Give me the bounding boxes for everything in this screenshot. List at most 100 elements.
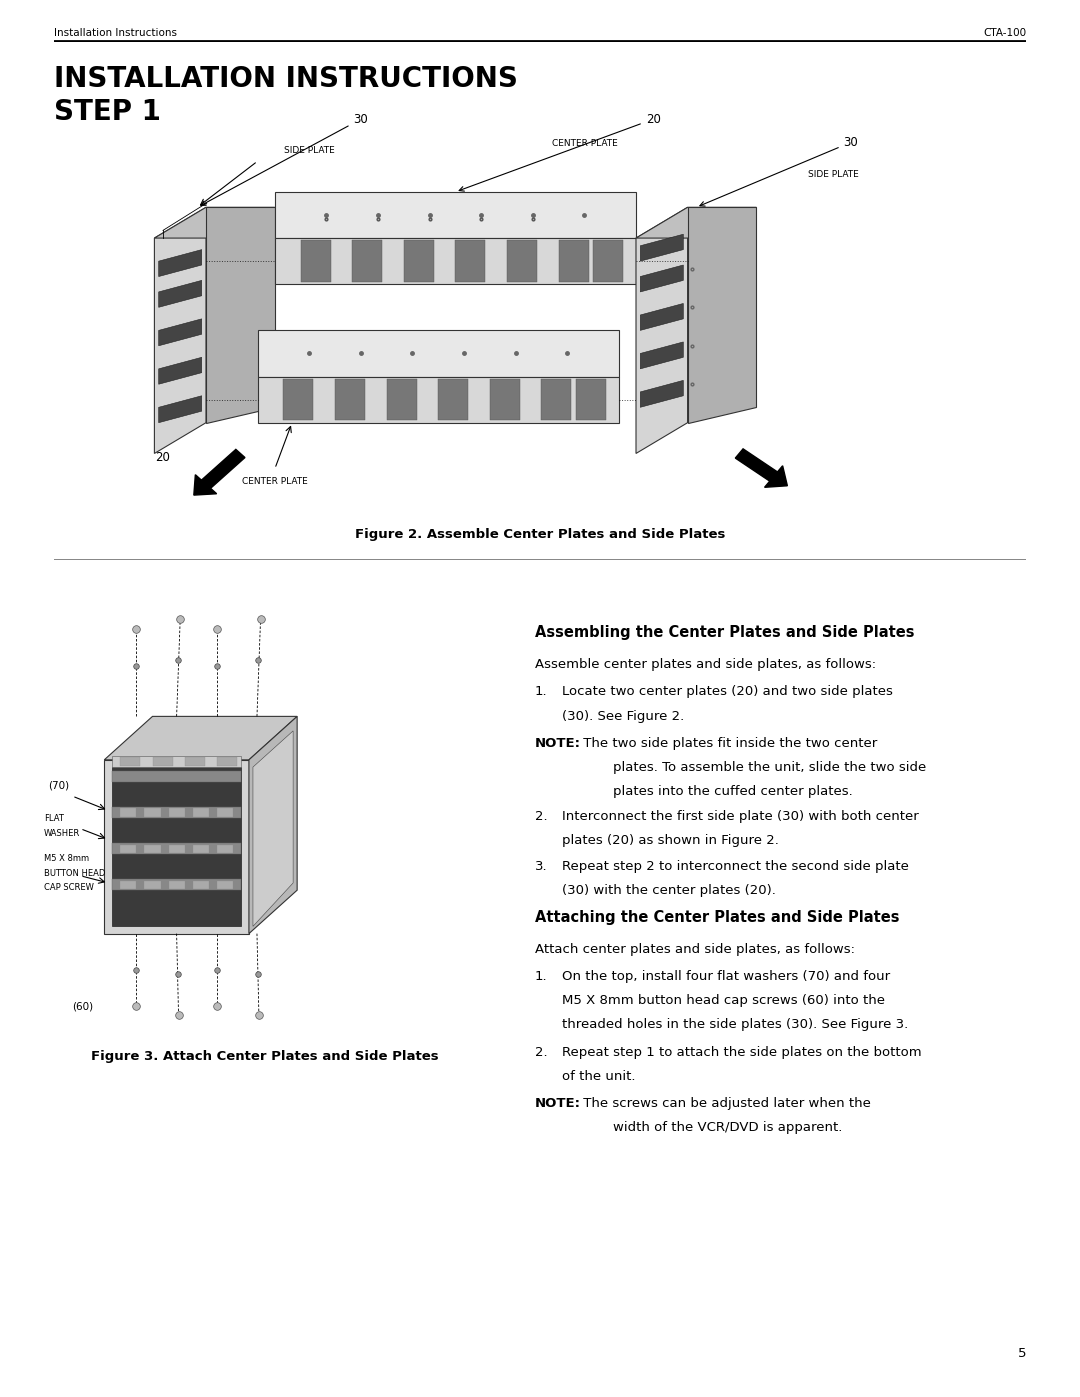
Polygon shape (640, 265, 684, 292)
Text: Assembling the Center Plates and Side Plates: Assembling the Center Plates and Side Pl… (535, 624, 915, 640)
Polygon shape (283, 379, 313, 420)
Text: 20: 20 (156, 451, 171, 464)
Text: BUTTON HEAD: BUTTON HEAD (44, 869, 106, 877)
Polygon shape (300, 240, 330, 282)
Text: width of the VCR/DVD is apparent.: width of the VCR/DVD is apparent. (613, 1120, 842, 1134)
Polygon shape (145, 809, 161, 817)
Text: (30) with the center plates (20).: (30) with the center plates (20). (562, 884, 775, 897)
Polygon shape (688, 207, 756, 423)
Polygon shape (558, 240, 589, 282)
FancyArrow shape (735, 448, 787, 488)
Polygon shape (490, 379, 519, 420)
Polygon shape (112, 844, 241, 854)
Polygon shape (438, 379, 469, 420)
Polygon shape (217, 809, 233, 817)
Polygon shape (120, 757, 140, 767)
Polygon shape (159, 395, 202, 423)
Polygon shape (253, 731, 293, 926)
Polygon shape (159, 319, 202, 346)
Text: (60): (60) (72, 1002, 93, 1011)
Text: INSTALLATION INSTRUCTIONS: INSTALLATION INSTRUCTIONS (54, 66, 518, 94)
Polygon shape (192, 845, 208, 854)
Polygon shape (159, 281, 202, 307)
Polygon shape (145, 845, 161, 854)
Text: 2.: 2. (535, 810, 548, 823)
Polygon shape (335, 379, 365, 420)
Polygon shape (636, 207, 688, 454)
Polygon shape (112, 767, 241, 926)
Polygon shape (248, 717, 297, 933)
Text: (30). See Figure 2.: (30). See Figure 2. (562, 710, 685, 724)
Text: 3.: 3. (535, 861, 548, 873)
Text: 20: 20 (459, 113, 661, 191)
Polygon shape (258, 377, 619, 423)
Polygon shape (120, 880, 136, 890)
Polygon shape (640, 380, 684, 408)
Polygon shape (152, 757, 173, 767)
Polygon shape (159, 250, 202, 277)
Text: FLAT: FLAT (44, 814, 64, 823)
Polygon shape (217, 880, 233, 890)
Polygon shape (541, 379, 571, 420)
Text: M5 X 8mm: M5 X 8mm (44, 854, 90, 863)
Polygon shape (154, 207, 274, 237)
Polygon shape (640, 342, 684, 369)
Polygon shape (105, 717, 297, 760)
Text: NOTE:: NOTE: (535, 1097, 581, 1111)
Polygon shape (112, 771, 241, 781)
Text: 30: 30 (700, 136, 859, 207)
Text: of the unit.: of the unit. (562, 1070, 635, 1083)
Text: plates into the cuffed center plates.: plates into the cuffed center plates. (613, 785, 853, 798)
Text: The screws can be adjusted later when the: The screws can be adjusted later when th… (579, 1097, 870, 1111)
Polygon shape (159, 358, 202, 384)
Text: NOTE:: NOTE: (535, 738, 581, 750)
Polygon shape (154, 207, 206, 454)
Text: Figure 2. Assemble Center Plates and Side Plates: Figure 2. Assemble Center Plates and Sid… (355, 528, 725, 541)
Text: CTA-100: CTA-100 (983, 28, 1026, 38)
Text: Assemble center plates and side plates, as follows:: Assemble center plates and side plates, … (535, 658, 876, 671)
Polygon shape (507, 240, 537, 282)
Text: SIDE PLATE: SIDE PLATE (284, 147, 335, 155)
Polygon shape (185, 757, 205, 767)
Polygon shape (217, 757, 237, 767)
Text: plates. To assemble the unit, slide the two side: plates. To assemble the unit, slide the … (613, 761, 927, 774)
Polygon shape (112, 807, 241, 817)
Text: Installation Instructions: Installation Instructions (54, 28, 177, 38)
Text: Attaching the Center Plates and Side Plates: Attaching the Center Plates and Side Pla… (535, 909, 900, 925)
Polygon shape (274, 237, 636, 284)
Polygon shape (120, 845, 136, 854)
Text: Repeat step 1 to attach the side plates on the bottom: Repeat step 1 to attach the side plates … (562, 1046, 921, 1059)
Polygon shape (192, 809, 208, 817)
Polygon shape (112, 879, 241, 890)
Polygon shape (168, 809, 185, 817)
Text: The two side plates fit inside the two center: The two side plates fit inside the two c… (579, 738, 877, 750)
Text: 2.: 2. (535, 1046, 548, 1059)
Polygon shape (168, 880, 185, 890)
Polygon shape (258, 330, 619, 377)
Text: 5: 5 (1017, 1347, 1026, 1361)
Polygon shape (636, 207, 756, 237)
Text: Interconnect the first side plate (30) with both center: Interconnect the first side plate (30) w… (562, 810, 919, 823)
Polygon shape (387, 379, 417, 420)
Text: Attach center plates and side plates, as follows:: Attach center plates and side plates, as… (535, 943, 855, 956)
Polygon shape (217, 845, 233, 854)
Polygon shape (456, 240, 486, 282)
Polygon shape (640, 303, 684, 330)
Text: 1.: 1. (535, 970, 548, 983)
Text: SIDE PLATE: SIDE PLATE (808, 169, 859, 179)
Polygon shape (145, 880, 161, 890)
Polygon shape (576, 379, 606, 420)
Text: (70): (70) (48, 781, 69, 791)
Polygon shape (192, 880, 208, 890)
Text: STEP 1: STEP 1 (54, 98, 161, 126)
Text: On the top, install four flat washers (70) and four: On the top, install four flat washers (7… (562, 970, 890, 983)
Polygon shape (274, 191, 636, 237)
Polygon shape (352, 240, 382, 282)
Text: M5 X 8mm button head cap screws (60) into the: M5 X 8mm button head cap screws (60) int… (562, 995, 885, 1007)
Text: 1.: 1. (535, 685, 548, 698)
Polygon shape (112, 756, 241, 767)
Polygon shape (120, 809, 136, 817)
Polygon shape (105, 760, 248, 933)
Polygon shape (168, 845, 185, 854)
Polygon shape (206, 207, 274, 423)
